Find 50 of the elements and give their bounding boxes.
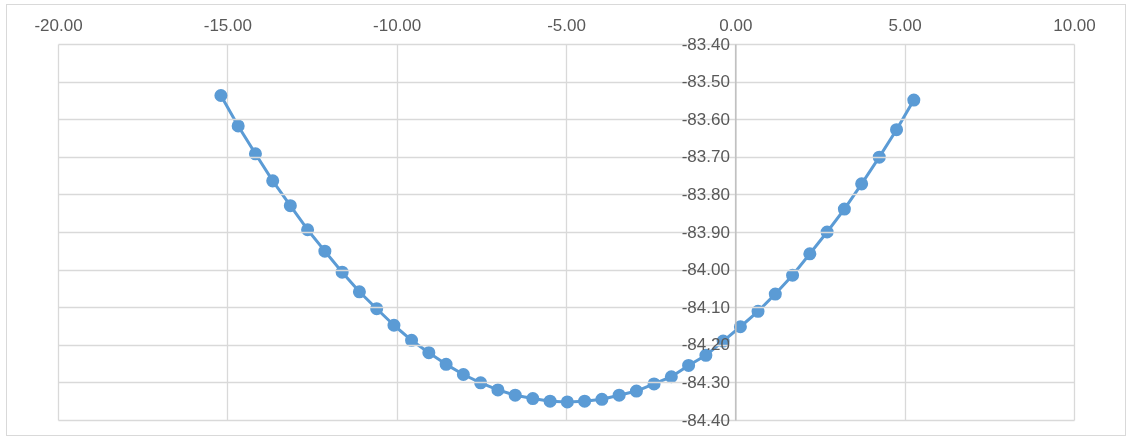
point <box>803 247 817 261</box>
point <box>751 304 765 318</box>
x-tick-label: -20.00 <box>34 15 83 35</box>
point <box>526 392 540 406</box>
y-tick-label: -84.40 <box>681 410 730 430</box>
y-tick-label: -84.20 <box>681 335 730 355</box>
point <box>786 268 800 282</box>
y-tick-label: -83.90 <box>681 222 730 242</box>
point <box>266 174 280 188</box>
point <box>283 199 297 213</box>
point <box>318 244 332 258</box>
point <box>456 368 470 382</box>
point <box>682 358 696 372</box>
y-tick-label: -83.50 <box>681 72 730 92</box>
point <box>405 333 419 347</box>
y-tick-label: -84.10 <box>681 297 730 317</box>
point <box>890 123 904 137</box>
x-tick-label: -10.00 <box>373 15 422 35</box>
x-tick-label: 10.00 <box>1053 15 1096 35</box>
x-tick-label: 5.00 <box>888 15 922 35</box>
point <box>543 394 557 408</box>
point <box>231 119 245 133</box>
y-tick-label: -83.70 <box>681 147 730 167</box>
point <box>612 388 626 402</box>
point <box>595 392 609 406</box>
point <box>629 384 643 398</box>
point <box>439 357 453 371</box>
point <box>491 383 505 397</box>
point <box>248 147 262 161</box>
point <box>301 223 315 237</box>
y-tick-label: -83.80 <box>681 184 730 204</box>
point <box>352 285 366 299</box>
point <box>768 287 782 301</box>
x-tick-label: 0.00 <box>719 15 753 35</box>
point <box>837 202 851 216</box>
point <box>578 394 592 408</box>
point <box>907 93 921 107</box>
point <box>422 346 436 360</box>
y-tick-label: -83.40 <box>681 34 730 54</box>
x-tick-label: -15.00 <box>203 15 252 35</box>
point <box>664 370 678 384</box>
y-tick-label: -84.30 <box>681 372 730 392</box>
point <box>855 177 869 191</box>
point <box>560 395 574 409</box>
point <box>214 89 228 103</box>
point <box>387 318 401 332</box>
x-tick-label: -5.00 <box>547 15 586 35</box>
y-tick-label: -83.60 <box>681 109 730 129</box>
point <box>508 388 522 402</box>
y-tick-label: -84.00 <box>681 260 730 280</box>
